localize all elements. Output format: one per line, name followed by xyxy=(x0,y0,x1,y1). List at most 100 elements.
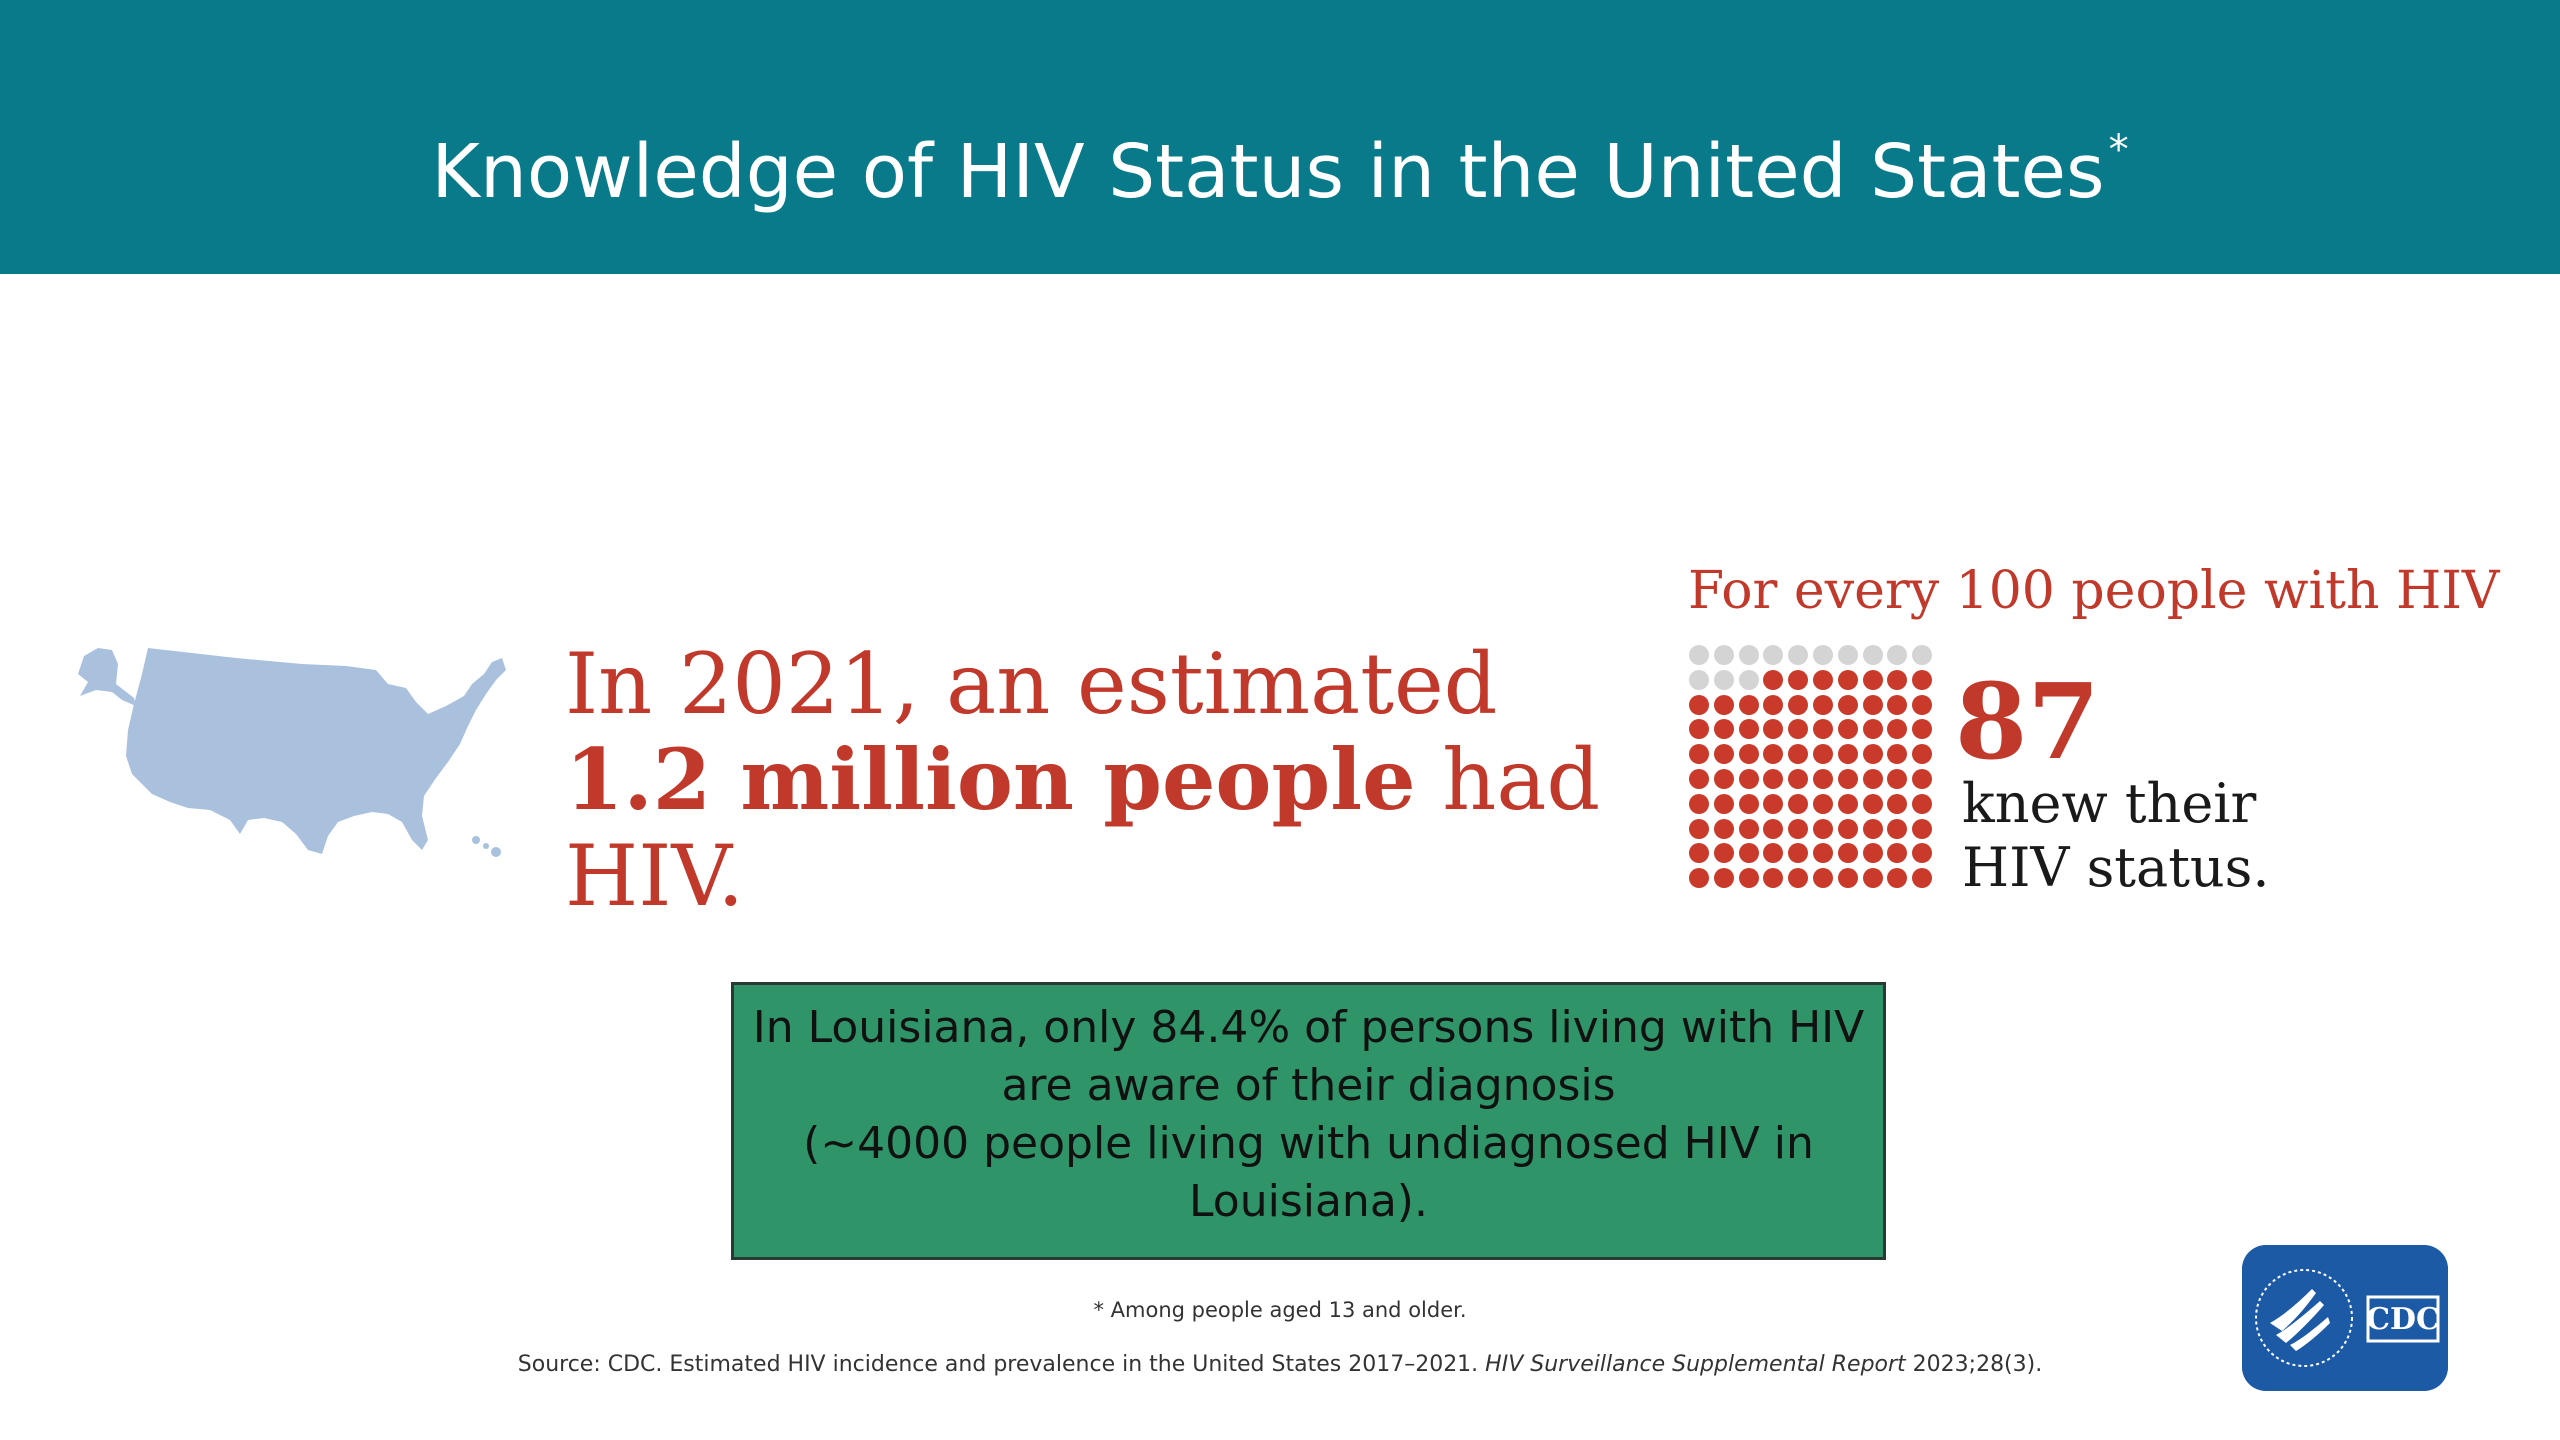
dot-aware xyxy=(1837,744,1858,765)
stat-line-2-rest: had HIV. xyxy=(565,731,1601,925)
footnote: * Among people aged 13 and older. xyxy=(1093,1298,1467,1322)
callout-line-3: (~4000 people living with undiagnosed HI… xyxy=(803,1118,1814,1169)
dot-aware xyxy=(1713,818,1734,839)
dot-aware xyxy=(1763,768,1784,789)
dot-aware xyxy=(1862,818,1883,839)
dot-aware xyxy=(1862,843,1883,864)
dot-aware xyxy=(1887,719,1908,740)
dot-aware xyxy=(1763,843,1784,864)
dot-aware xyxy=(1689,694,1709,715)
dot-aware xyxy=(1738,694,1759,715)
callout-line-2: are aware of their diagnosis xyxy=(1001,1060,1616,1111)
dot-aware xyxy=(1912,719,1933,740)
dot-unaware xyxy=(1763,645,1784,665)
dot-aware xyxy=(1812,719,1833,740)
dot-aware xyxy=(1738,793,1759,814)
source-suffix: 2023;28(3). xyxy=(1905,1352,2043,1377)
dot-aware xyxy=(1887,744,1908,765)
dot-aware xyxy=(1689,744,1709,765)
dot-aware xyxy=(1912,744,1933,765)
dot-aware xyxy=(1887,669,1908,690)
dot-aware xyxy=(1837,719,1858,740)
dot-aware xyxy=(1763,818,1784,839)
dot-aware xyxy=(1788,694,1809,715)
dot-aware xyxy=(1763,719,1784,740)
knew-status-number: 87 xyxy=(1955,660,2100,783)
source-citation: Source: CDC. Estimated HIV incidence and… xyxy=(0,1350,2560,1380)
dot-aware xyxy=(1713,868,1734,889)
dot-aware xyxy=(1763,669,1784,690)
dot-aware xyxy=(1812,793,1833,814)
dot-aware xyxy=(1788,744,1809,765)
dot-aware xyxy=(1713,793,1734,814)
dot-unaware xyxy=(1713,645,1734,665)
dot-aware xyxy=(1912,669,1933,690)
dot-aware xyxy=(1912,793,1933,814)
dot-aware xyxy=(1738,843,1759,864)
source-report-title: HIV Surveillance Supplemental Report xyxy=(1485,1352,1906,1377)
dot-aware xyxy=(1862,719,1883,740)
dot-unaware xyxy=(1738,669,1759,690)
dot-aware xyxy=(1912,818,1933,839)
dot-aware xyxy=(1689,818,1709,839)
dot-unaware xyxy=(1837,645,1858,665)
dot-unaware xyxy=(1713,669,1734,690)
callout-line-4: Louisiana). xyxy=(1189,1176,1428,1227)
dot-aware xyxy=(1887,843,1908,864)
dot-aware xyxy=(1887,768,1908,789)
dot-unaware xyxy=(1912,645,1933,665)
dot-aware xyxy=(1812,868,1833,889)
dot-aware xyxy=(1713,768,1734,789)
dot-aware xyxy=(1812,694,1833,715)
dot-aware xyxy=(1912,768,1933,789)
dot-aware xyxy=(1788,818,1809,839)
source-prefix: Source: CDC. Estimated HIV incidence and… xyxy=(517,1352,1486,1377)
dot-unaware xyxy=(1738,645,1759,665)
cdc-logo-text: CDC xyxy=(2366,1302,2440,1337)
callout-line-1: In Louisiana, only 84.4% of persons livi… xyxy=(752,1002,1865,1053)
dot-aware xyxy=(1788,719,1809,740)
hawaii-island xyxy=(472,836,480,844)
knew-status-line-1: knew their xyxy=(1962,772,2257,835)
dot-aware xyxy=(1788,793,1809,814)
dot-aware xyxy=(1738,818,1759,839)
alaska-shape xyxy=(78,648,136,706)
dot-aware xyxy=(1862,793,1883,814)
dot-aware xyxy=(1837,818,1858,839)
dot-aware xyxy=(1862,868,1883,889)
dot-aware xyxy=(1738,744,1759,765)
dot-aware xyxy=(1862,768,1883,789)
dot-aware xyxy=(1763,744,1784,765)
cdc-logo-icon: CDC xyxy=(2242,1245,2448,1391)
dot-unaware xyxy=(1812,645,1833,665)
dot-aware xyxy=(1763,793,1784,814)
dot-aware xyxy=(1689,843,1709,864)
dot-aware xyxy=(1738,868,1759,889)
dot-unaware xyxy=(1887,645,1908,665)
dot-aware xyxy=(1862,694,1883,715)
dot-grid xyxy=(1687,643,1935,891)
per-100-heading: For every 100 people with HIV xyxy=(1688,561,2500,621)
dot-aware xyxy=(1912,868,1933,889)
page-title-text: Knowledge of HIV Status in the United St… xyxy=(431,129,2105,215)
dot-aware xyxy=(1812,768,1833,789)
dot-aware xyxy=(1812,818,1833,839)
dot-aware xyxy=(1788,843,1809,864)
dot-aware xyxy=(1812,843,1833,864)
header-bar: Knowledge of HIV Status in the United St… xyxy=(0,0,2560,274)
dot-aware xyxy=(1887,694,1908,715)
dot-aware xyxy=(1689,868,1709,889)
dot-aware xyxy=(1713,719,1734,740)
dot-aware xyxy=(1837,793,1858,814)
us-map-icon xyxy=(78,648,506,857)
stat-highlight: 1.2 million people xyxy=(565,730,1416,829)
page-title: Knowledge of HIV Status in the United St… xyxy=(0,100,2560,222)
dot-aware xyxy=(1837,868,1858,889)
dot-aware xyxy=(1788,768,1809,789)
dot-aware xyxy=(1689,768,1709,789)
dot-unaware xyxy=(1862,645,1883,665)
hhs-eagle-icon xyxy=(2270,1289,2330,1351)
dot-aware xyxy=(1862,669,1883,690)
dot-aware xyxy=(1912,694,1933,715)
dot-aware xyxy=(1713,694,1734,715)
